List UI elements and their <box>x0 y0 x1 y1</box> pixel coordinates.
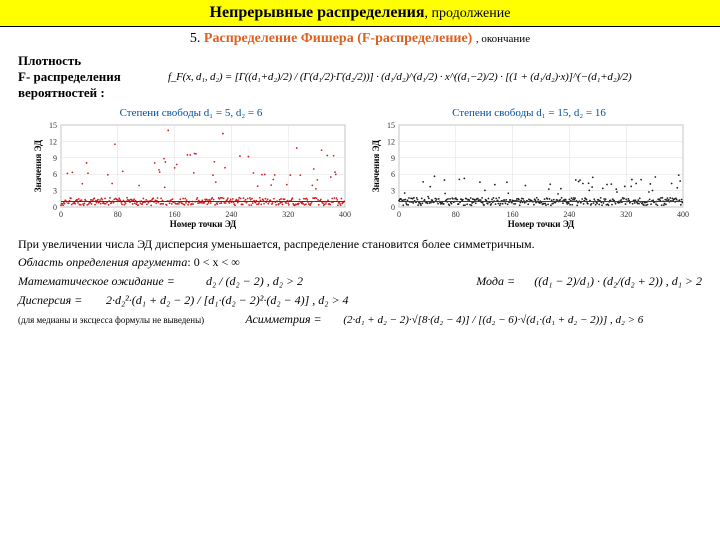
svg-text:Номер точки ЭД: Номер точки ЭД <box>170 219 237 229</box>
pdf-formula: f_F(x, d₁, d₂) = [Γ((d₁+d₂)/2) / (Γ(d₁/2… <box>168 71 631 83</box>
svg-text:320: 320 <box>282 210 294 219</box>
svg-text:0: 0 <box>391 203 395 212</box>
text-after: При увеличении числа ЭД дисперсия уменьш… <box>18 237 702 253</box>
svg-text:240: 240 <box>563 210 575 219</box>
pdf-label: Плотность F- распределения вероятностей … <box>18 53 158 101</box>
charts-row: Степени свободы d₁ = 5, d₂ = 6 0 80 160 240… <box>18 107 702 231</box>
mode-expr: ((d₁ − 2)/d₁) · (d₂/(d₂ + 2)) , d₁ > 2 <box>534 274 702 289</box>
header-title: Непрерывные распределения <box>210 4 425 21</box>
svg-text:Значения ЭД: Значения ЭД <box>33 139 43 192</box>
svg-text:3: 3 <box>391 187 395 196</box>
chart-left-box: Степени свободы d₁ = 5, d₂ = 6 0 80 160 240… <box>31 107 351 231</box>
svg-text:Номер точки ЭД: Номер точки ЭД <box>508 219 575 229</box>
svg-text:320: 320 <box>620 210 632 219</box>
mode-label: Мода = <box>476 274 526 289</box>
svg-text:0: 0 <box>53 203 57 212</box>
svg-text:0: 0 <box>59 210 63 219</box>
svg-text:160: 160 <box>507 210 519 219</box>
note: (для медианы и эксцесса формулы не вывед… <box>18 315 204 325</box>
svg-text:400: 400 <box>339 210 351 219</box>
sub-num: 5. <box>190 31 201 46</box>
chart-right: 0 80 160 240 320 400 0 3 6 9 12 15 Номер точки ЭД Зна… <box>369 121 689 231</box>
var-label: Дисперсия = <box>18 293 98 308</box>
svg-text:3: 3 <box>53 187 57 196</box>
svg-text:6: 6 <box>391 170 395 179</box>
svg-text:9: 9 <box>53 154 57 163</box>
domain-prefix: Область определения аргумента <box>18 255 187 269</box>
header: Непрерывные распределения, продолжение <box>0 0 720 27</box>
svg-text:15: 15 <box>387 121 395 130</box>
skew-label: Асимметрия = <box>245 312 335 327</box>
svg-text:15: 15 <box>49 121 57 130</box>
sub-tail: , окончание <box>476 33 530 45</box>
svg-text:6: 6 <box>53 170 57 179</box>
svg-text:9: 9 <box>391 154 395 163</box>
svg-text:400: 400 <box>677 210 689 219</box>
svg-text:160: 160 <box>169 210 181 219</box>
chart-right-title: Степени свободы d₁ = 15, d₂ = 16 <box>369 107 689 119</box>
chart-left: 0 80 160 240 320 400 0 3 6 9 12 15 Номер точки ЭД Зна… <box>31 121 351 231</box>
sub-title: Распределение Фишера (F-распределение) <box>204 31 472 46</box>
var-expr: 2·d₂²·(d₁ + d₂ − 2) / [d₁·(d₂ − 2)²·(d₂ … <box>106 293 349 308</box>
mean-expr: d₂ / (d₂ − 2) , d₂ > 2 <box>206 274 303 289</box>
svg-text:Значения ЭД: Значения ЭД <box>371 139 381 192</box>
subheader: 5. Распределение Фишера (F-распределение… <box>0 27 720 49</box>
skew-expr: (2·d₁ + d₂ − 2)·√[8·(d₂ − 4)] / [(d₂ − 6… <box>343 314 643 326</box>
svg-text:80: 80 <box>114 210 122 219</box>
svg-text:12: 12 <box>387 137 395 146</box>
svg-text:240: 240 <box>225 210 237 219</box>
header-cont: , продолжение <box>425 6 511 21</box>
chart-left-title: Степени свободы d₁ = 5, d₂ = 6 <box>31 107 351 119</box>
svg-text:12: 12 <box>49 137 57 146</box>
domain-line: Область определения аргумента: 0 < x < ∞ <box>18 255 702 271</box>
svg-text:80: 80 <box>452 210 460 219</box>
domain-expr: : 0 < x < ∞ <box>187 255 239 269</box>
chart-right-box: Степени свободы d₁ = 15, d₂ = 16 0 80 160 2… <box>369 107 689 231</box>
mean-label: Математическое ожидание = <box>18 274 198 289</box>
svg-text:0: 0 <box>397 210 401 219</box>
